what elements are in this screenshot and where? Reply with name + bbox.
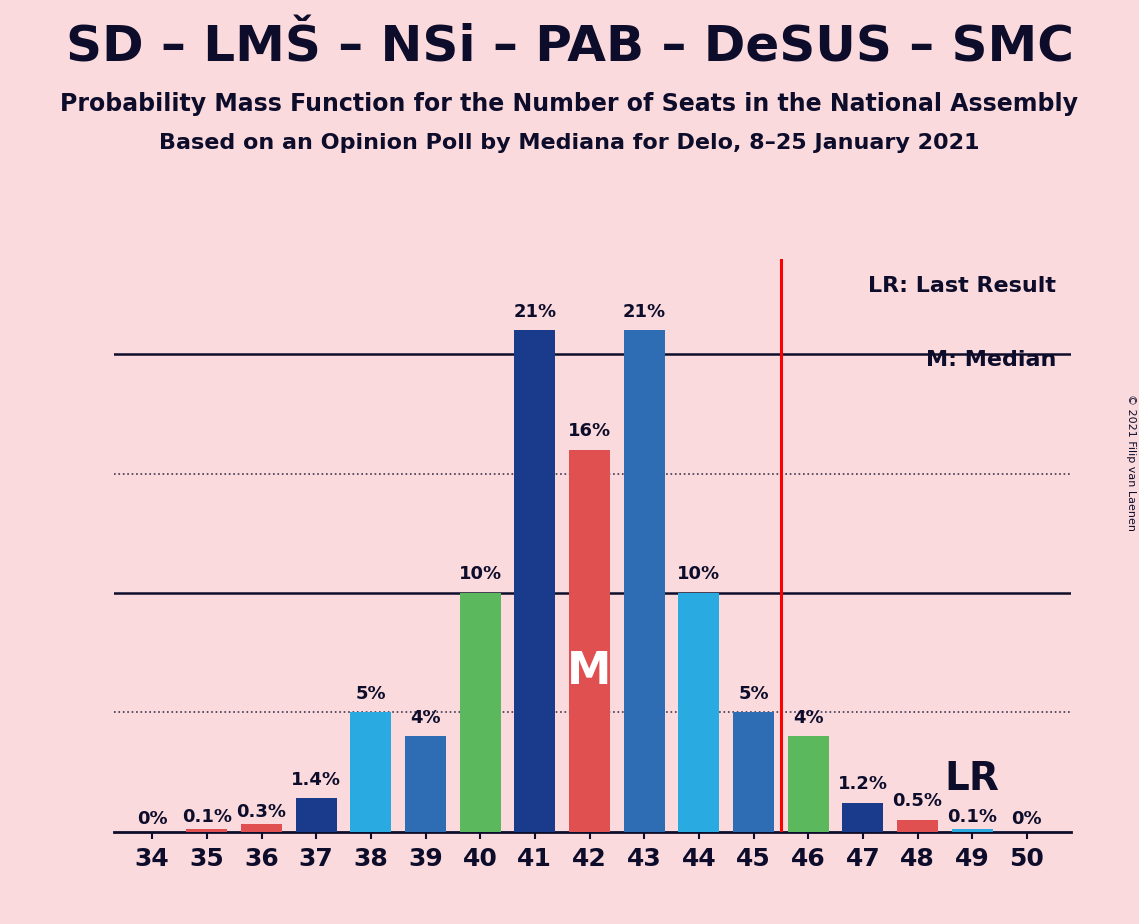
Bar: [898, 820, 939, 832]
Bar: [843, 803, 884, 832]
Text: 5%: 5%: [355, 685, 386, 702]
Text: 10%: 10%: [678, 565, 721, 583]
Text: M: Median: M: Median: [926, 350, 1056, 371]
Bar: [624, 331, 665, 832]
Text: 0.1%: 0.1%: [948, 808, 998, 826]
Bar: [570, 450, 611, 832]
Bar: [241, 824, 282, 832]
Bar: [351, 712, 392, 832]
Text: Probability Mass Function for the Number of Seats in the National Assembly: Probability Mass Function for the Number…: [60, 92, 1079, 116]
Text: 0.5%: 0.5%: [893, 792, 943, 810]
Text: 0%: 0%: [137, 810, 167, 828]
Bar: [788, 736, 829, 832]
Text: 4%: 4%: [410, 709, 441, 726]
Text: 10%: 10%: [459, 565, 502, 583]
Text: 5%: 5%: [738, 685, 769, 702]
Text: 0%: 0%: [1011, 810, 1042, 828]
Text: 21%: 21%: [623, 303, 666, 321]
Text: 0.3%: 0.3%: [237, 803, 287, 821]
Bar: [405, 736, 446, 832]
Bar: [460, 593, 501, 832]
Text: 4%: 4%: [793, 709, 823, 726]
Text: 16%: 16%: [568, 422, 612, 440]
Bar: [734, 712, 775, 832]
Text: 1.4%: 1.4%: [292, 771, 342, 789]
Bar: [515, 331, 556, 832]
Bar: [187, 829, 228, 832]
Text: LR: Last Result: LR: Last Result: [868, 276, 1056, 296]
Bar: [952, 829, 993, 832]
Text: M: M: [567, 650, 612, 693]
Bar: [679, 593, 720, 832]
Text: 1.2%: 1.2%: [838, 775, 888, 794]
Text: SD – LMŠ – NSi – PAB – DeSUS – SMC: SD – LMŠ – NSi – PAB – DeSUS – SMC: [66, 23, 1073, 71]
Text: © 2021 Filip van Laenen: © 2021 Filip van Laenen: [1126, 394, 1136, 530]
Text: Based on an Opinion Poll by Mediana for Delo, 8–25 January 2021: Based on an Opinion Poll by Mediana for …: [159, 133, 980, 153]
Text: LR: LR: [945, 760, 1000, 798]
Text: 0.1%: 0.1%: [182, 808, 232, 826]
Text: 21%: 21%: [514, 303, 557, 321]
Bar: [296, 798, 337, 832]
